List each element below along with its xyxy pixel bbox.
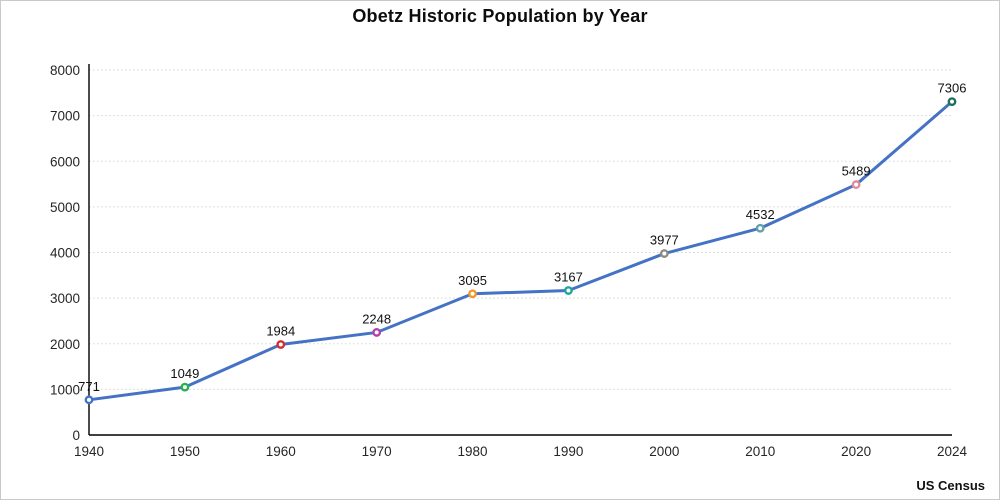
data-point [659,249,669,258]
source-label: US Census [916,478,985,493]
data-label: 4532 [746,207,775,222]
data-point [180,382,190,392]
data-point [468,289,477,299]
data-label: 5489 [842,164,871,179]
data-point [755,223,765,233]
x-axis-tick: 2010 [745,444,775,459]
data-label: 3095 [458,273,487,288]
chart-title: Obetz Historic Population by Year [352,6,648,26]
y-axis-tick: 6000 [50,154,80,169]
y-axis-tick: 8000 [50,63,80,78]
y-axis-tick: 4000 [50,246,80,261]
x-axis-tick: 1970 [362,444,392,459]
data-point [276,340,286,349]
x-axis-tick: 2020 [841,444,871,459]
y-axis-tick: 1000 [50,382,80,397]
y-axis-tick: 0 [72,428,80,443]
data-label: 3167 [554,270,583,285]
x-axis-tick: 2024 [937,444,968,459]
x-axis-tick: 1980 [458,444,488,459]
x-axis-tick: 1950 [170,444,200,459]
y-axis-tick: 3000 [50,291,80,306]
data-label: 771 [78,379,100,394]
data-label: 2248 [362,311,391,326]
data-label: 1049 [170,366,199,381]
x-axis-tick: 1960 [266,444,296,459]
series-line [87,100,954,402]
data-point [564,286,573,295]
data-label: 1984 [266,323,295,338]
y-axis-tick: 7000 [50,109,80,124]
data-label: 3977 [650,233,679,248]
x-axis-tick: 1940 [74,444,104,459]
y-axis-tick: 5000 [50,200,80,215]
y-axis-tick: 2000 [50,337,80,352]
x-axis-tick: 1990 [553,444,583,459]
data-label: 7306 [938,81,967,96]
x-axis-tick: 2000 [649,444,679,459]
data-point [851,180,861,189]
data-point [947,97,957,107]
data-point [84,395,94,405]
data-point [372,328,382,337]
